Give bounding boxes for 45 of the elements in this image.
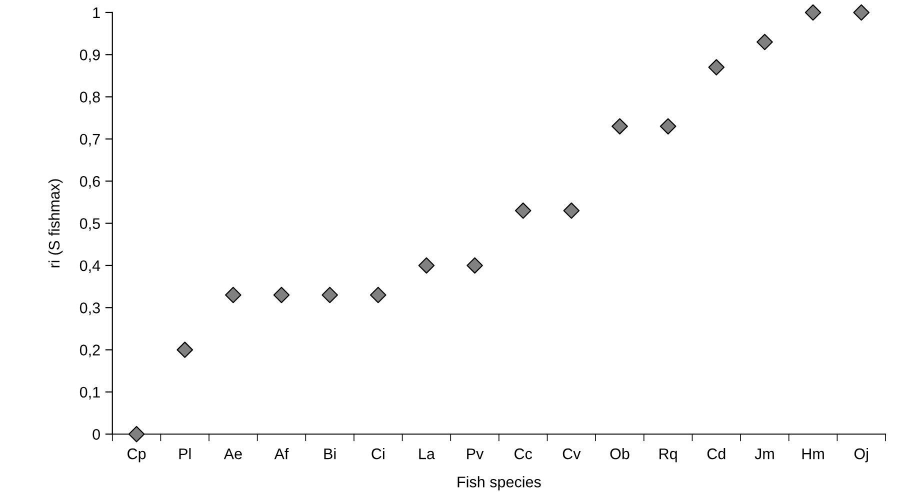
point: [322, 286, 338, 304]
y-tick-label: 0,3: [80, 302, 100, 316]
point: [418, 257, 435, 274]
y-tick-label: 0,2: [80, 344, 100, 358]
y-tick-label: 0: [92, 429, 100, 440]
x-tick-label: Cv: [562, 448, 581, 460]
point: [804, 4, 822, 21]
y-tick-label: 0,1: [80, 386, 100, 400]
y-tick-label: 1: [93, 8, 100, 18]
point: [225, 286, 242, 304]
y-axis-title: ri (S fishmax): [48, 179, 63, 268]
point: [660, 118, 676, 134]
point: [853, 4, 870, 21]
point: [128, 426, 145, 442]
point: [514, 202, 532, 219]
point: [273, 286, 290, 304]
point: [756, 34, 773, 50]
x-tick-label: Hm: [802, 448, 824, 460]
x-tick-label: Cc: [514, 448, 532, 460]
x-tick-label: Cd: [707, 448, 726, 460]
point: [708, 59, 725, 76]
point: [370, 286, 386, 304]
point: [466, 257, 483, 274]
x-tick-label: Pv: [467, 448, 484, 460]
y-tick-label: 0,7: [80, 134, 100, 146]
point: [612, 118, 628, 134]
y-tick-label: 0,5: [80, 218, 100, 231]
x-tick-label: Cp: [128, 448, 146, 462]
x-tick-label: Ci: [372, 448, 384, 460]
x-tick-label: Pl: [179, 448, 191, 460]
x-tick-label: Ae: [224, 448, 242, 460]
x-axis-title: Fish species: [458, 476, 541, 490]
x-tick-label: Jm: [754, 448, 774, 460]
x-tick-label: Rq: [660, 448, 677, 462]
x-tick-label: La: [419, 448, 435, 460]
y-tick-label: 0,8: [80, 92, 100, 104]
x-tick-label: Oj: [854, 448, 868, 462]
x-tick-label: Af: [274, 448, 289, 460]
y-tick-label: 0,6: [80, 176, 100, 189]
point: [176, 342, 194, 358]
y-tick-label: 0,4: [80, 260, 100, 273]
x-tick-label: Ob: [610, 448, 630, 460]
y-tick-label: 0,9: [80, 50, 100, 62]
point: [563, 202, 580, 219]
x-tick-label: Bi: [324, 448, 336, 460]
